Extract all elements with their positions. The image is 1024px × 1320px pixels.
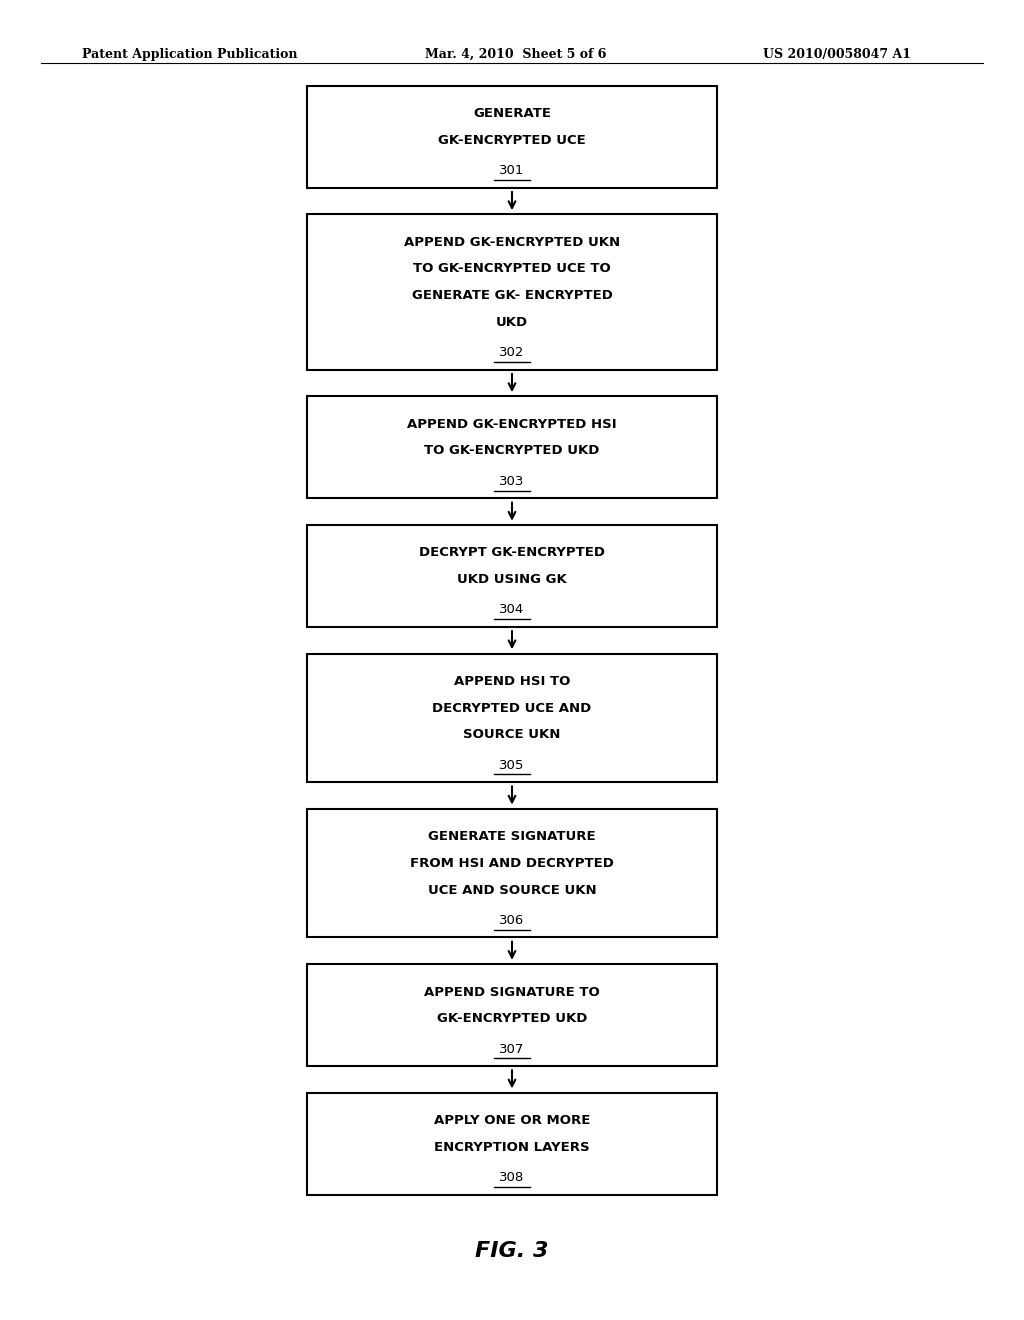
Text: APPLY ONE OR MORE: APPLY ONE OR MORE <box>434 1114 590 1127</box>
Text: TO GK-ENCRYPTED UKD: TO GK-ENCRYPTED UKD <box>424 445 600 458</box>
Bar <box>307 809 717 937</box>
Bar <box>307 653 717 783</box>
Text: GENERATE: GENERATE <box>473 107 551 120</box>
Text: 302: 302 <box>500 346 524 359</box>
Text: GK-ENCRYPTED UCE: GK-ENCRYPTED UCE <box>438 133 586 147</box>
Text: UKD: UKD <box>496 315 528 329</box>
Text: DECRYPT GK-ENCRYPTED: DECRYPT GK-ENCRYPTED <box>419 546 605 560</box>
Bar <box>307 1093 717 1195</box>
Text: APPEND GK-ENCRYPTED HSI: APPEND GK-ENCRYPTED HSI <box>408 417 616 430</box>
Text: FROM HSI AND DECRYPTED: FROM HSI AND DECRYPTED <box>410 857 614 870</box>
Text: Mar. 4, 2010  Sheet 5 of 6: Mar. 4, 2010 Sheet 5 of 6 <box>425 48 606 61</box>
Text: GK-ENCRYPTED UKD: GK-ENCRYPTED UKD <box>437 1012 587 1026</box>
Bar <box>307 525 717 627</box>
Text: GENERATE GK- ENCRYPTED: GENERATE GK- ENCRYPTED <box>412 289 612 302</box>
Text: DECRYPTED UCE AND: DECRYPTED UCE AND <box>432 702 592 714</box>
Bar <box>307 396 717 498</box>
Text: Patent Application Publication: Patent Application Publication <box>82 48 297 61</box>
Bar <box>307 86 717 187</box>
Text: APPEND GK-ENCRYPTED UKN: APPEND GK-ENCRYPTED UKN <box>403 236 621 248</box>
Text: APPEND SIGNATURE TO: APPEND SIGNATURE TO <box>424 986 600 998</box>
Text: 307: 307 <box>500 1043 524 1056</box>
Text: 304: 304 <box>500 603 524 616</box>
Text: APPEND HSI TO: APPEND HSI TO <box>454 675 570 688</box>
Text: FIG. 3: FIG. 3 <box>475 1241 549 1262</box>
Text: UKD USING GK: UKD USING GK <box>457 573 567 586</box>
Text: 305: 305 <box>500 759 524 772</box>
Text: 301: 301 <box>500 164 524 177</box>
Text: 306: 306 <box>500 913 524 927</box>
Text: TO GK-ENCRYPTED UCE TO: TO GK-ENCRYPTED UCE TO <box>413 263 611 276</box>
Text: US 2010/0058047 A1: US 2010/0058047 A1 <box>763 48 911 61</box>
Text: ENCRYPTION LAYERS: ENCRYPTION LAYERS <box>434 1140 590 1154</box>
Bar <box>307 214 717 370</box>
Text: SOURCE UKN: SOURCE UKN <box>463 729 561 742</box>
Text: 303: 303 <box>500 475 524 488</box>
Bar <box>307 964 717 1067</box>
Text: UCE AND SOURCE UKN: UCE AND SOURCE UKN <box>428 883 596 896</box>
Text: GENERATE SIGNATURE: GENERATE SIGNATURE <box>428 830 596 843</box>
Text: 308: 308 <box>500 1171 524 1184</box>
